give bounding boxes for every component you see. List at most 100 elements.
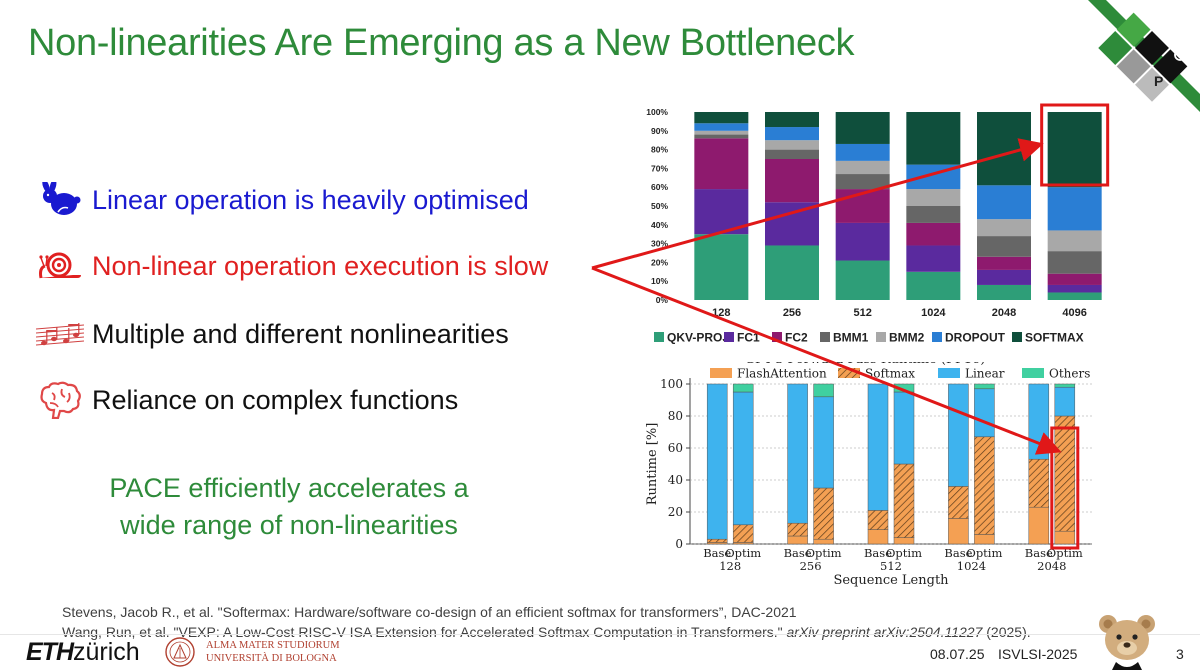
bar-segment-linear [813,396,834,489]
group-label: 128 [719,559,741,573]
bar-segment-linear [787,383,808,524]
bar-segment-softmax [893,463,915,538]
legend: FlashAttention Softmax Linear Others [710,367,1090,381]
bar-segment-dropout [977,185,1031,220]
bar-segment-softmax [867,510,889,530]
bar-segment-softmax [732,524,754,543]
legend-swatch [710,368,732,378]
bar-segment-bmm1 [835,174,890,190]
bar-segment-fc1 [906,245,961,272]
bar-segment-others [893,383,915,393]
bar-segment-bmm2 [906,189,961,206]
bar-segment-bmm1 [765,149,819,159]
reference-2-venue: arXiv preprint arXiv:2504.11227 [786,624,983,640]
legend-swatch [838,368,860,378]
bar-segment-fc1 [977,269,1031,285]
x-tick-label: 512 [853,307,871,319]
eth-logo-bold: ETH [26,638,74,666]
reference-2: Wang, Run, et al. "VEXP: A Low-Cost RISC… [62,622,1031,642]
y-tick-label: 100% [646,107,668,117]
bar-segment-dropout [906,164,961,190]
x-axis-label: Sequence Length [833,573,949,588]
unibo-line-1: ALMA MATER STUDIORUM [206,640,340,651]
x-tick-label: 256 [783,307,801,319]
bar-segment-bmm2 [977,219,1031,237]
unibo-line-2: UNIVERSITÀ DI BOLOGNA [206,653,337,664]
y-tick-label: 40 [668,473,683,487]
teddy-bear-image [1099,615,1155,670]
y-tick-label: 80% [651,145,668,155]
bar-segment-qkv-proj [694,234,749,300]
bar-segment-bmm1 [1047,251,1102,274]
bar-segment-softmax [977,112,1031,186]
legend-label: Softmax [865,367,915,381]
bar-segment-qkv-proj [906,271,961,300]
bar-segment-bmm2 [1047,230,1102,252]
bar-segment-softmax [906,112,961,165]
bullet-text: Linear operation is heavily optimised [92,184,529,215]
bar-label: Optim [966,546,1002,560]
bar-segment-flashattention [1054,530,1076,545]
group-label: 1024 [957,559,986,573]
bullet-nonlinear: Non-linear operation execution is slow [34,246,548,286]
bar-segment-others [813,383,834,398]
y-axis-label: Runtime [%] [645,423,660,506]
legend-label: FC1 [737,331,760,345]
bar-segment-fc1 [835,222,890,261]
reference-2-text: Wang, Run, et al. "VEXP: A Low-Cost RISC… [62,624,787,640]
brain-icon [34,380,86,420]
bar-segment-softmax [1028,458,1050,508]
bullet-multiple: Multiple and different nonlinearities [34,314,509,354]
bar-segment-softmax [813,487,834,540]
legend-swatch [820,332,830,342]
pace-line-2: wide range of non-linearities [120,510,458,540]
bar-segment-fc1 [1047,284,1102,293]
bar-segment-linear [1054,386,1076,417]
bar-label: Base [944,546,972,560]
y-tick-label: 20 [668,505,683,519]
x-tick-label: 1024 [921,307,946,319]
y-tick-label: 40% [651,220,668,230]
bar-segment-others [1054,383,1076,388]
y-tick-label: 10% [651,276,668,286]
group-label: 256 [800,559,822,573]
bar-label: Base [1025,546,1053,560]
footer-date: 08.07.25 [930,646,985,662]
logo-letter: P [1154,73,1163,89]
bar-segment-softmax [787,522,808,537]
reference-2-year: (2025). [982,624,1031,640]
music-notes-icon [34,314,86,354]
footer-divider [0,634,1200,635]
chart-runtime: GPT-3 Forward Pass Runtime (FP16)FlashAt… [645,362,1092,588]
x-tick-label: 2048 [992,307,1016,319]
bar-segment-bmm2 [694,130,749,135]
pace-line-1: PACE efficiently accelerates a [109,473,469,503]
bar-segment-qkv-proj [1047,292,1102,300]
bar-segment-flashattention [893,537,915,545]
legend-swatch [1022,368,1044,378]
bar-label: Optim [725,546,761,560]
unibo-logo: ALMA MATER STUDIORUM UNIVERSITÀ DI BOLOG… [164,636,340,668]
bar-label: Optim [886,546,922,560]
legend-swatch [932,332,942,342]
legend-swatch [1012,332,1022,342]
x-tick-label: 4096 [1062,307,1086,319]
bar-segment-softmax [835,112,890,144]
bar-segment-others [732,383,754,393]
bar-label: Optim [806,546,842,560]
y-tick-label: 0 [675,537,683,551]
eth-logo-rest: zürich [73,638,140,666]
bar-segment-softmax [974,436,995,535]
references: Stevens, Jacob R., et al. "Softermax: Ha… [62,602,1031,642]
bar-segment-softmax [706,538,728,543]
snail-icon [34,246,86,286]
bar-segment-linear [948,383,969,487]
bar-label: Base [703,546,731,560]
bar-segment-others [974,383,995,390]
legend-label: Linear [965,367,1005,381]
bar-segment-flashattention [867,529,889,545]
legend-label: Others [1049,367,1090,381]
bar-segment-bmm1 [977,236,1031,257]
y-tick-label: 90% [651,126,668,136]
bar-segment-qkv-proj [977,284,1031,300]
